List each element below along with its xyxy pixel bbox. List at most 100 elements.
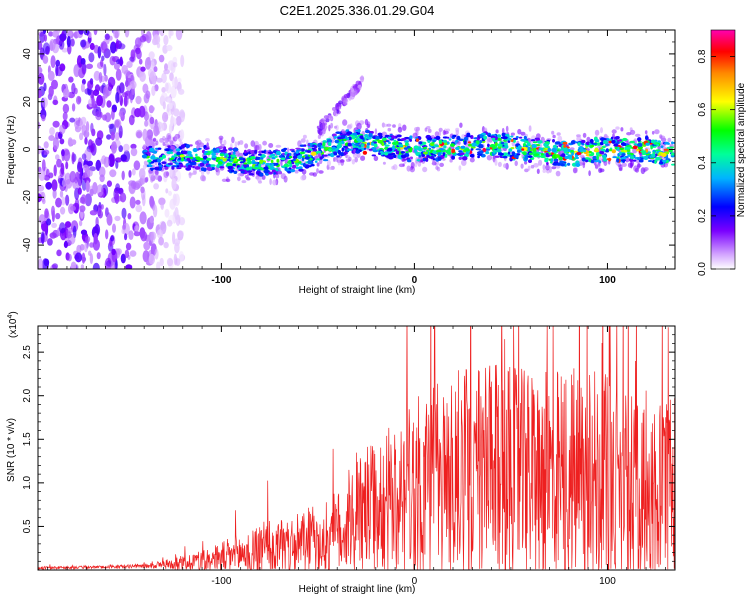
noise-blob <box>66 30 73 37</box>
band-blob <box>423 151 428 155</box>
snr-exponent-prefix: (x10 <box>8 318 19 338</box>
band-blob <box>148 145 153 149</box>
noise-blob <box>164 82 169 92</box>
noise-blob <box>80 39 87 48</box>
band-halo-blob <box>644 130 648 135</box>
band-halo-blob <box>538 159 543 166</box>
band-halo-blob <box>620 127 624 132</box>
band-blob <box>362 150 368 155</box>
noise-blob <box>161 87 166 93</box>
band-blob <box>432 139 437 143</box>
branch-blob <box>321 122 326 130</box>
band-blob <box>258 150 262 154</box>
noise-blob <box>124 30 130 38</box>
band-blob <box>660 145 664 149</box>
noise-blob <box>105 229 109 240</box>
noise-blob <box>167 97 173 104</box>
band-blob <box>295 166 300 170</box>
band-blob <box>355 129 360 132</box>
band-blob <box>507 137 512 141</box>
band-blob <box>180 144 185 149</box>
band-halo-blob <box>349 123 353 129</box>
band-halo-blob <box>237 141 240 146</box>
noise-blob <box>143 241 151 251</box>
band-halo-blob <box>316 162 320 167</box>
noise-blob <box>115 68 122 81</box>
noise-blob <box>110 235 115 242</box>
band-blob <box>340 152 344 157</box>
noise-blob <box>89 242 95 248</box>
band-halo-blob <box>598 156 602 161</box>
noise-blob <box>89 78 94 85</box>
band-halo-blob <box>530 140 534 144</box>
band-blob <box>238 169 245 172</box>
band-blob <box>337 141 342 146</box>
noise-blob <box>139 71 146 82</box>
band-blob <box>455 139 459 143</box>
noise-blob <box>74 198 80 211</box>
noise-blob <box>111 248 116 256</box>
band-blob <box>334 139 339 144</box>
noise-blob <box>156 77 163 83</box>
band-halo-blob <box>398 163 405 168</box>
branch-blob <box>325 118 330 123</box>
noise-blob <box>42 42 51 55</box>
band-halo-blob <box>262 140 267 146</box>
noise-blob <box>103 63 107 76</box>
band-halo-blob <box>387 127 392 132</box>
noise-blob <box>94 84 101 93</box>
band-blob <box>663 148 669 151</box>
band-blob <box>368 148 373 151</box>
band-blob <box>482 147 487 153</box>
band-blob <box>316 150 322 154</box>
noise-blob <box>121 228 126 235</box>
band-blob <box>160 157 163 161</box>
noise-blob <box>48 31 54 37</box>
band-blob <box>614 146 618 150</box>
band-halo-blob <box>217 168 221 173</box>
band-blob <box>239 157 245 161</box>
band-blob <box>303 144 307 147</box>
band-blob <box>616 139 623 142</box>
band-halo-blob <box>316 168 319 174</box>
band-blob <box>367 142 371 146</box>
band-blob <box>575 156 579 160</box>
noise-blob <box>93 70 101 81</box>
noise-blob <box>160 203 164 210</box>
band-blob <box>477 153 483 157</box>
band-blob <box>404 142 409 147</box>
band-blob <box>478 144 484 149</box>
band-halo-blob <box>300 175 306 181</box>
noise-blob <box>89 188 94 197</box>
noise-blob <box>170 115 174 127</box>
band-blob <box>243 158 246 163</box>
band-halo-blob <box>486 136 491 142</box>
band-blob <box>409 138 412 142</box>
band-blob <box>522 143 527 147</box>
band-blob <box>147 159 152 163</box>
noise-blob <box>84 193 92 207</box>
band-blob <box>361 143 365 148</box>
band-blob <box>627 154 631 157</box>
band-blob <box>520 138 526 142</box>
band-blob <box>526 142 531 147</box>
band-blob <box>355 150 361 154</box>
band-blob <box>467 141 471 144</box>
band-blob <box>268 171 273 175</box>
band-halo-blob <box>455 127 460 132</box>
band-blob <box>672 141 675 144</box>
noise-blob <box>66 35 71 48</box>
band-blob <box>319 156 323 160</box>
band-blob <box>643 155 649 160</box>
band-blob <box>381 137 387 141</box>
band-blob <box>442 136 448 139</box>
band-blob <box>285 155 292 160</box>
band-blob <box>400 151 405 154</box>
noise-blob <box>61 196 66 206</box>
noise-blob <box>130 49 136 60</box>
band-blob <box>333 152 338 156</box>
noise-blob <box>139 211 147 225</box>
noise-blob <box>62 111 68 121</box>
band-blob <box>446 141 450 145</box>
band-blob <box>451 155 455 160</box>
